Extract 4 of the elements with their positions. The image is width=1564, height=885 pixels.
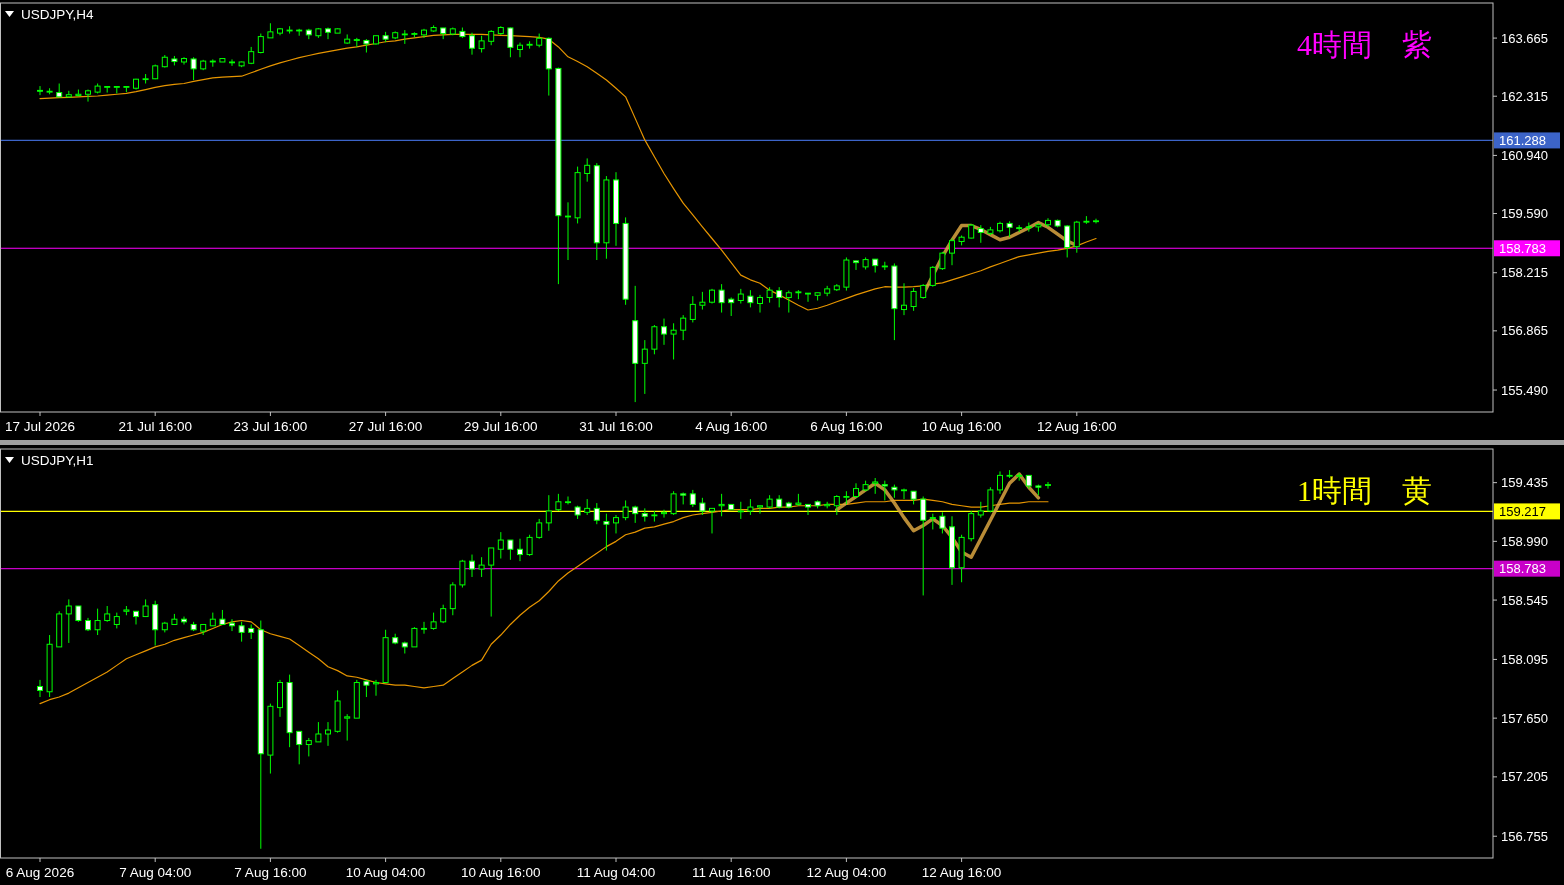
title: USDJPY,H4 bbox=[21, 7, 94, 22]
annotation: 1時間 黄 bbox=[1297, 474, 1432, 507]
annotation: 4時間 紫 bbox=[1297, 28, 1432, 61]
title: USDJPY,H1 bbox=[21, 453, 94, 468]
